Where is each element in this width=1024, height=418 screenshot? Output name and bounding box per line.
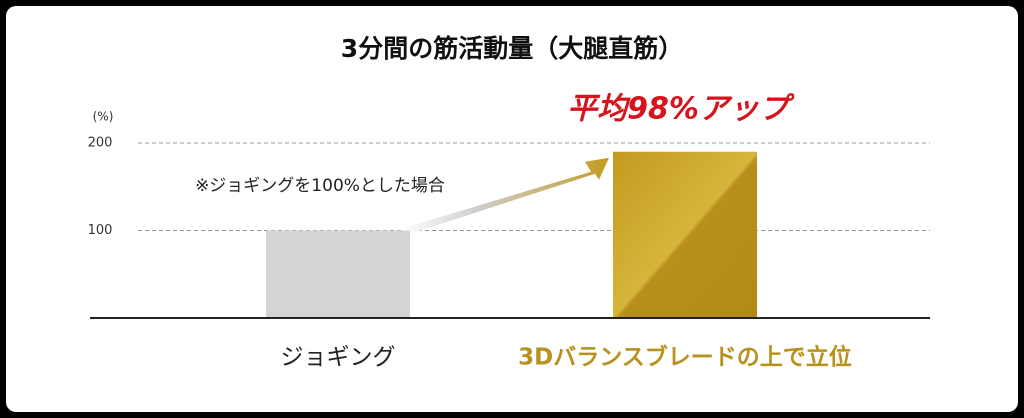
chart-title: 3分間の筋活動量（大腿直筋） — [341, 34, 683, 63]
x-tick-label: 3Dバランスブレードの上で立位 — [518, 344, 852, 371]
x-tick-label: ジョギング — [281, 345, 396, 371]
headline: 平均98%アップ — [567, 92, 795, 127]
arrow — [402, 157, 609, 237]
annotation: ※ジョギングを100%とした場合 — [195, 176, 445, 196]
bar — [266, 230, 410, 318]
y-tick-label: 200 — [88, 136, 113, 151]
bar — [613, 151, 757, 318]
y-tick-label: 100 — [88, 223, 113, 238]
panel — [6, 6, 1018, 412]
y-axis-unit: (%) — [93, 110, 114, 124]
